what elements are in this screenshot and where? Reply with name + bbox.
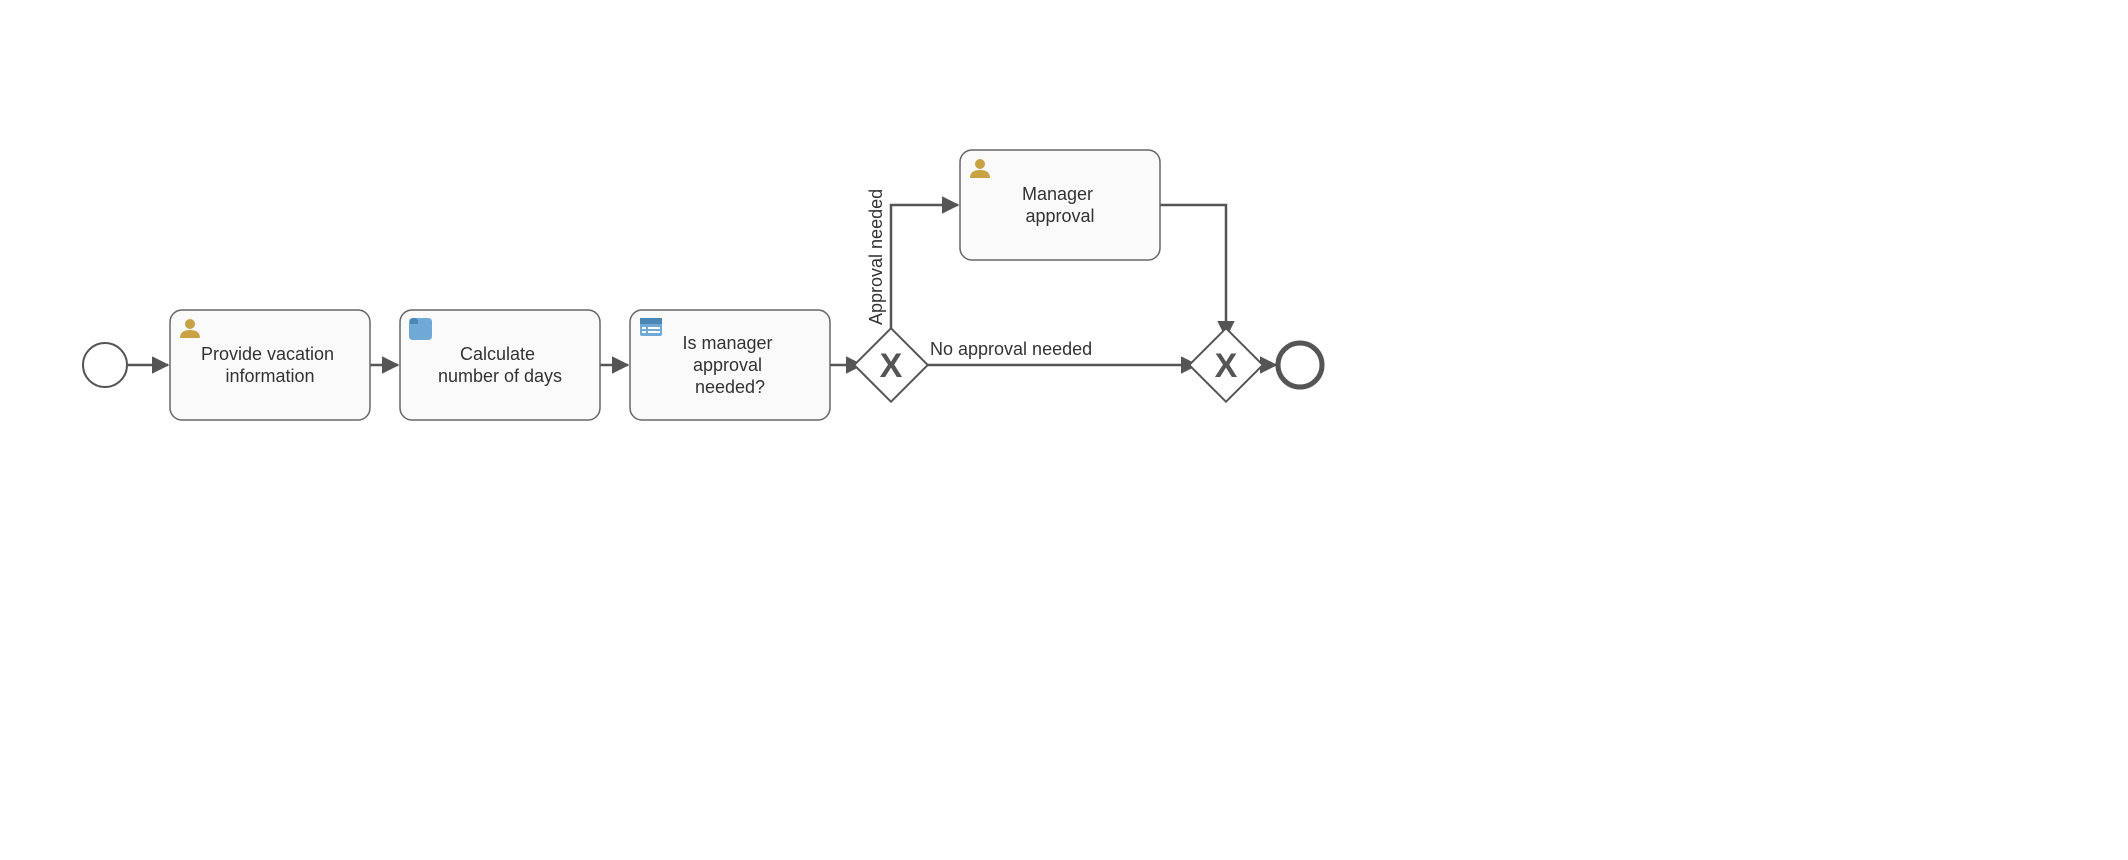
edge-task4-gw2 xyxy=(1160,205,1226,337)
edge-label-approval-needed: Approval needed xyxy=(866,189,886,325)
task-provide-vacation-info: Provide vacation information xyxy=(170,310,370,420)
script-icon xyxy=(409,318,432,340)
task4-line2: approval xyxy=(1025,206,1094,226)
task3-line2: approval xyxy=(693,355,762,375)
gateway-split: X xyxy=(854,328,928,402)
gateway-merge: X xyxy=(1189,328,1263,402)
rule-icon xyxy=(640,318,662,336)
task3-line1: Is manager xyxy=(682,333,772,353)
task2-line1: Calculate xyxy=(460,344,535,364)
task1-line1: Provide vacation xyxy=(201,344,334,364)
task-manager-approval: Manager approval xyxy=(960,150,1160,260)
start-event xyxy=(83,343,127,387)
svg-text:Is manager approval: Is manager approval needed? xyxy=(682,333,777,397)
svg-text:X: X xyxy=(1215,347,1238,385)
task2-line2: number of days xyxy=(438,366,562,386)
svg-text:X: X xyxy=(880,347,903,385)
end-event xyxy=(1278,343,1322,387)
task1-line2: information xyxy=(225,366,314,386)
task-calculate-days: Calculate number of days xyxy=(400,310,600,420)
task4-line1: Manager xyxy=(1022,184,1093,204)
edge-gw1-task4 xyxy=(891,205,958,339)
task-approval-needed-question: Is manager approval needed? xyxy=(630,310,830,420)
edge-label-no-approval: No approval needed xyxy=(930,339,1092,359)
task3-line3: needed? xyxy=(695,377,765,397)
